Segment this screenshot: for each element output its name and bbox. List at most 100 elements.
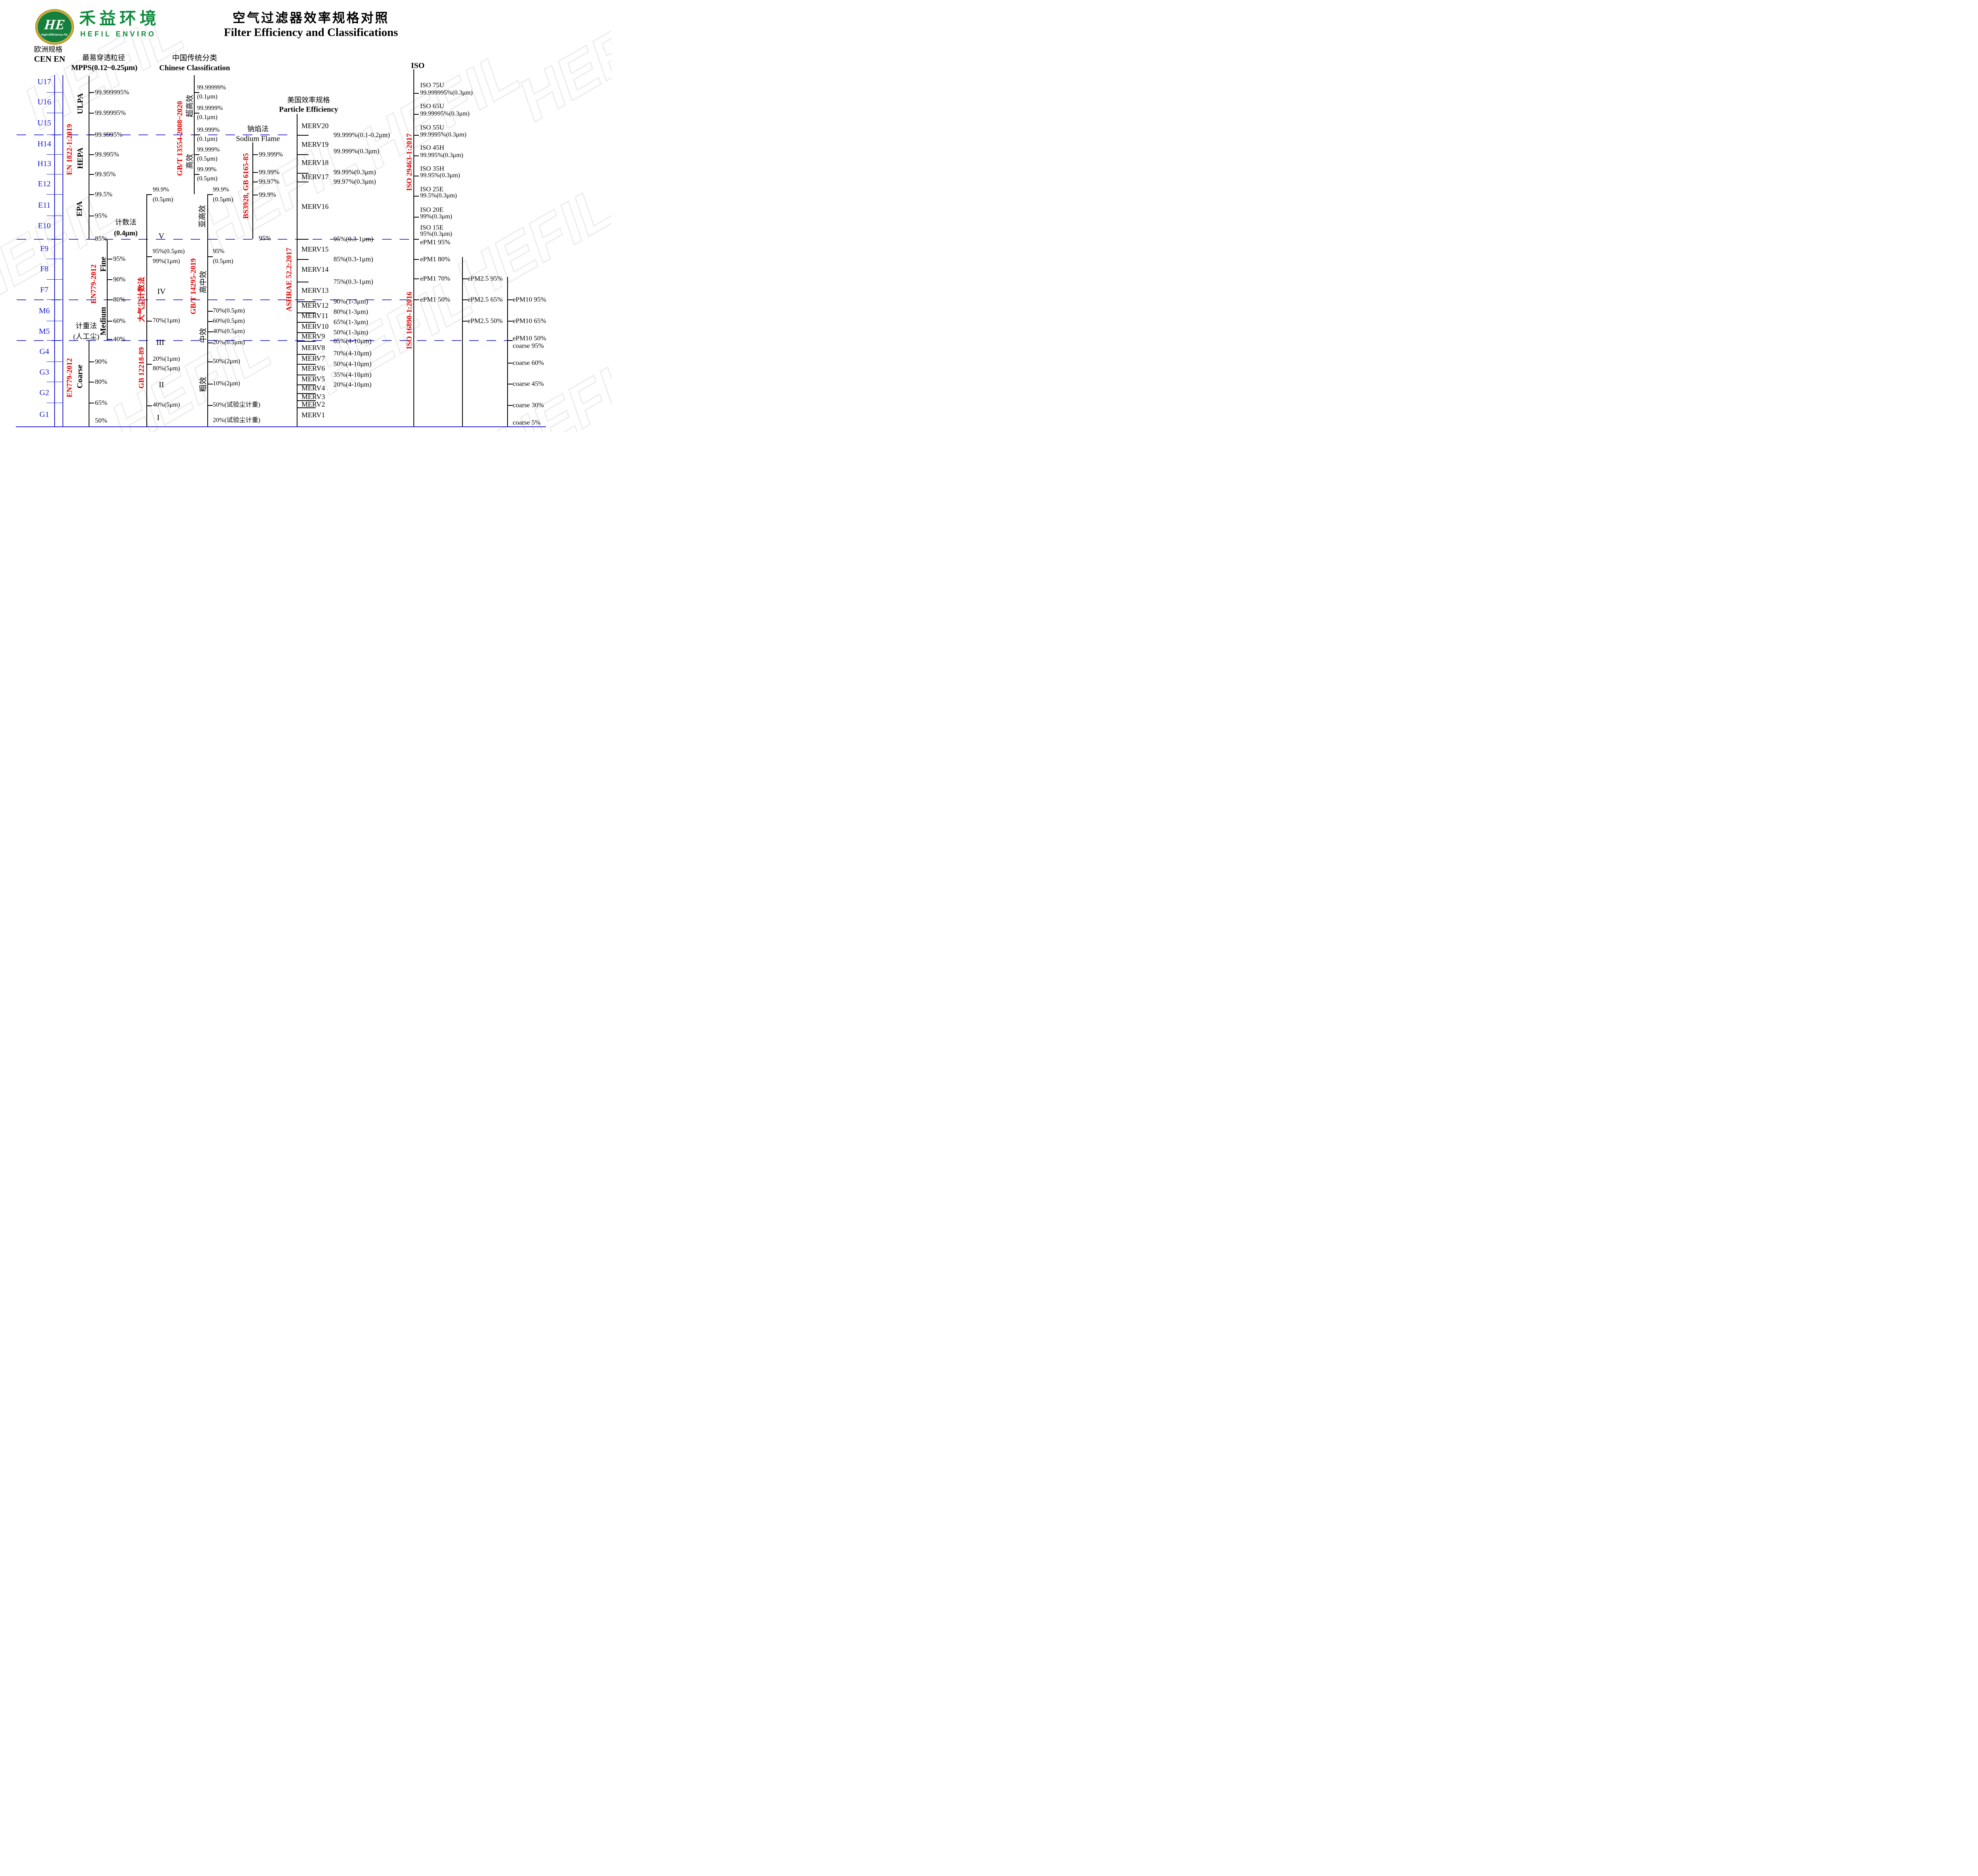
gbt14295-top-size: (0.5μm) (213, 196, 233, 203)
merv-label: MERV19 (301, 140, 329, 148)
gb12218-value: 99%(1μm) (153, 258, 180, 265)
brand-name-en: HEFIL ENVIRO (80, 30, 156, 38)
cen-grade-label: F8 (40, 265, 49, 273)
merv-label: MERV14 (301, 265, 329, 273)
cen-tick (47, 134, 63, 135)
epm10-label: ePM10 65% (513, 317, 546, 325)
gb12218-axis (146, 194, 147, 426)
gbt13554-value: 99.999% (197, 146, 220, 153)
gb12218-top-value: 99.9% (153, 186, 169, 193)
us-value: 20%(4-10μm) (333, 381, 371, 388)
cen-tick (47, 299, 63, 300)
iso-header: ISO (411, 61, 425, 70)
sodium-value: 99.9% (259, 191, 276, 199)
chinese-header-en: Chinese Classification (159, 64, 230, 72)
gbt13554-value: (0.1μm) (197, 136, 218, 142)
iso-tick (413, 135, 419, 136)
gbt14295-value: 60%(0.5μm) (213, 318, 245, 324)
gb12218-class: III (156, 338, 164, 347)
us-value: 95%(0.3-1μm) (333, 235, 373, 243)
group-hepa: HEPA (76, 147, 85, 169)
mpps-tick (89, 134, 94, 135)
gbt14295-value: 95% (213, 248, 225, 255)
sodium-header-cn: 钠焰法 (247, 125, 269, 133)
iso-class-value: 99%(0.3μm) (420, 213, 453, 220)
cen-grade-label: M6 (39, 307, 50, 315)
merv-tick (297, 301, 316, 302)
iso-class-value: 99.999995%(0.3μm) (420, 89, 473, 96)
gbt14295-value: 20%(0.5μm) (213, 339, 245, 346)
merv-label: MERV18 (301, 159, 329, 167)
merv-tick (297, 322, 316, 323)
coarse-value: 65% (95, 399, 108, 407)
iso-class-name: ISO 75U (420, 81, 444, 89)
epm1-label: ePM1 50% (420, 295, 451, 303)
cen-grade-label: H14 (37, 140, 51, 148)
epm10-axis (507, 277, 508, 426)
mpps-value: 99.995% (95, 150, 119, 158)
gb12218-class: IV (157, 287, 166, 296)
epm25-label: ePM2.5 95% (468, 274, 503, 282)
cen-grade-label: F9 (40, 244, 49, 253)
us-value: 99.99%(0.3μm) (333, 168, 376, 176)
merv-label: MERV9 (301, 332, 325, 340)
merv-label: MERV7 (301, 354, 325, 362)
us-value: 99.999%(0.1-0.2μm) (333, 131, 390, 139)
cen-grade-label: G2 (39, 388, 49, 397)
coarse-value: 50% (95, 416, 108, 424)
page-title: 空气过滤器效率规格对照 Filter Efficiency and Classi… (224, 10, 398, 40)
iso-tick (413, 239, 419, 240)
gbt13554-tick (194, 92, 199, 93)
group-uhepa: 超高效 (186, 95, 194, 117)
cen-grade-label: G3 (39, 368, 49, 377)
gb12218-tick (146, 364, 152, 365)
gbt13554-value: (0.5μm) (197, 155, 218, 162)
en779-value: 40% (113, 335, 126, 343)
iso-class-name: ISO 55U (420, 123, 444, 131)
gbt14295-value: 50%(试验尘计重) (213, 401, 260, 408)
us-value: 75%(0.3-1μm) (333, 278, 373, 286)
group-fine: Fine (99, 257, 108, 272)
iso-tick (413, 278, 419, 279)
cen-grade-label: E10 (38, 221, 51, 230)
epm25-tick (462, 278, 468, 279)
cen-grade-label: H13 (37, 159, 51, 168)
epm25-tick (462, 321, 468, 322)
group-mid: 中效 (199, 327, 208, 343)
cen-region-label: 欧洲规格 (34, 45, 63, 53)
gbt13554-value: 99.99% (197, 166, 217, 173)
iso-tick (413, 299, 419, 300)
mpps-tick (89, 194, 94, 195)
epm25-label: ePM2.5 65% (468, 295, 503, 303)
gbt14295-value: (0.5μm) (213, 258, 233, 265)
hefil-logo: HE High-Efficiency-FIL (36, 9, 74, 44)
mpps-tick (89, 92, 94, 93)
mpps-value: 99.999995% (95, 88, 129, 96)
gbt13554-value: 99.99999% (197, 84, 226, 91)
en779-tick (107, 279, 112, 280)
counting-method-label: 计数法 (115, 218, 136, 226)
gbt14295-tick (207, 256, 213, 257)
gb12218-top-size: (0.5μm) (153, 196, 173, 203)
sodium-value: 99.999% (259, 150, 283, 158)
epm25-tick (462, 299, 468, 300)
iso-class-value: 99.995%(0.3μm) (420, 152, 464, 159)
group-ulpa: ULPA (76, 93, 85, 114)
merv-tick (297, 354, 316, 355)
iso-tick (413, 217, 419, 218)
epm1-label: ePM1 95% (420, 238, 451, 246)
weighing-dust-label: (人工尘) (73, 333, 99, 341)
gb12218-value: 40%(5μm) (153, 401, 180, 408)
merv-label: MERV4 (301, 384, 325, 392)
merv-label: MERV8 (301, 344, 325, 352)
cen-tick (47, 154, 63, 155)
dashed-gridline (17, 299, 417, 300)
iso-class-name: ISO 20E (420, 206, 444, 214)
merv-tick (297, 407, 316, 408)
gb12218-value: 70%(1μm) (153, 317, 180, 324)
gbt13554-value: 99.9999% (197, 105, 223, 112)
iso-coarse-label: coarse 5% (513, 418, 541, 426)
iso-tick (413, 114, 419, 115)
page-title-cn: 空气过滤器效率规格对照 (232, 11, 390, 25)
filter-classification-chart: HEFIL HEFIL HEFIL HEFIL HEFIL HEFIL HEFI… (0, 0, 612, 432)
